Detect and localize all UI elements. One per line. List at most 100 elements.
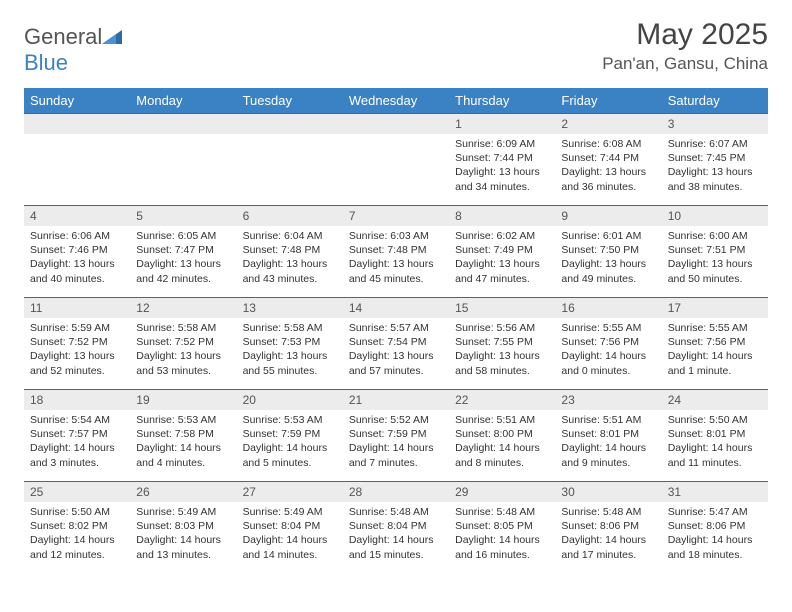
day-data-line: Sunrise: 6:08 AM [561,137,655,151]
day-data-line: Daylight: 14 hours [243,441,337,455]
day-data-line: Sunset: 7:47 PM [136,243,230,257]
day-number: 9 [555,206,661,226]
day-data-line: and 16 minutes. [455,548,549,562]
calendar-week-row: 11Sunrise: 5:59 AMSunset: 7:52 PMDayligh… [24,298,768,390]
day-data-line: Daylight: 13 hours [349,257,443,271]
day-data-line: Sunset: 8:00 PM [455,427,549,441]
day-data-line: Sunset: 7:56 PM [561,335,655,349]
day-number: 10 [662,206,768,226]
day-number: 4 [24,206,130,226]
day-data-line: Sunrise: 5:50 AM [30,505,124,519]
logo-word1: General [24,24,102,49]
day-data-line: Daylight: 14 hours [455,533,549,547]
calendar-day-cell: 2Sunrise: 6:08 AMSunset: 7:44 PMDaylight… [555,114,661,206]
weekday-header: Monday [130,88,236,114]
day-data: Sunrise: 5:58 AMSunset: 7:53 PMDaylight:… [237,318,343,380]
day-data-line: Daylight: 13 hours [561,165,655,179]
day-data-line: Daylight: 14 hours [561,441,655,455]
calendar-day-cell: 17Sunrise: 5:55 AMSunset: 7:56 PMDayligh… [662,298,768,390]
day-data-line: and 14 minutes. [243,548,337,562]
day-data-line: Sunset: 7:45 PM [668,151,762,165]
weekday-header: Wednesday [343,88,449,114]
day-data-line: Daylight: 13 hours [243,257,337,271]
logo-text: GeneralBlue [24,24,122,76]
calendar-day-cell [130,114,236,206]
calendar-table: SundayMondayTuesdayWednesdayThursdayFrid… [24,88,768,574]
day-data-line: and 3 minutes. [30,456,124,470]
day-data-line: Sunrise: 5:57 AM [349,321,443,335]
day-number: 21 [343,390,449,410]
day-data: Sunrise: 6:04 AMSunset: 7:48 PMDaylight:… [237,226,343,288]
day-data-line: Sunrise: 6:03 AM [349,229,443,243]
day-data-line: Sunrise: 5:50 AM [668,413,762,427]
day-data-line: Daylight: 14 hours [668,441,762,455]
day-data-line: and 52 minutes. [30,364,124,378]
day-data: Sunrise: 5:55 AMSunset: 7:56 PMDaylight:… [662,318,768,380]
calendar-day-cell: 25Sunrise: 5:50 AMSunset: 8:02 PMDayligh… [24,482,130,574]
day-data-line: Daylight: 14 hours [243,533,337,547]
day-data-line: Sunrise: 5:53 AM [243,413,337,427]
day-data-line: Sunrise: 6:01 AM [561,229,655,243]
calendar-week-row: 25Sunrise: 5:50 AMSunset: 8:02 PMDayligh… [24,482,768,574]
weekday-header: Sunday [24,88,130,114]
day-data-line: and 1 minute. [668,364,762,378]
day-data-line: Sunrise: 5:55 AM [561,321,655,335]
day-data-line: Daylight: 14 hours [30,533,124,547]
calendar-day-cell: 15Sunrise: 5:56 AMSunset: 7:55 PMDayligh… [449,298,555,390]
day-data-line: Sunset: 7:56 PM [668,335,762,349]
day-number: 3 [662,114,768,134]
day-data-line: and 7 minutes. [349,456,443,470]
day-data-line: Daylight: 14 hours [136,441,230,455]
day-data-line: Sunrise: 6:06 AM [30,229,124,243]
day-data-line: Daylight: 14 hours [349,533,443,547]
weekday-header: Tuesday [237,88,343,114]
day-data-line: Sunset: 8:01 PM [668,427,762,441]
day-data: Sunrise: 5:53 AMSunset: 7:58 PMDaylight:… [130,410,236,472]
calendar-day-cell: 18Sunrise: 5:54 AMSunset: 7:57 PMDayligh… [24,390,130,482]
day-data: Sunrise: 6:05 AMSunset: 7:47 PMDaylight:… [130,226,236,288]
day-data-line: Daylight: 14 hours [668,349,762,363]
calendar-day-cell: 8Sunrise: 6:02 AMSunset: 7:49 PMDaylight… [449,206,555,298]
day-number: 7 [343,206,449,226]
day-data-line: Sunrise: 5:49 AM [136,505,230,519]
day-data: Sunrise: 5:51 AMSunset: 8:00 PMDaylight:… [449,410,555,472]
day-number: 6 [237,206,343,226]
day-number [24,114,130,134]
day-data-line: and 13 minutes. [136,548,230,562]
day-data: Sunrise: 5:54 AMSunset: 7:57 PMDaylight:… [24,410,130,472]
day-data-line: Sunrise: 5:49 AM [243,505,337,519]
calendar-week-row: 1Sunrise: 6:09 AMSunset: 7:44 PMDaylight… [24,114,768,206]
day-data-line: Sunrise: 5:48 AM [349,505,443,519]
day-data-line: Daylight: 14 hours [561,349,655,363]
day-data-line: and 57 minutes. [349,364,443,378]
calendar-week-row: 18Sunrise: 5:54 AMSunset: 7:57 PMDayligh… [24,390,768,482]
calendar-day-cell: 11Sunrise: 5:59 AMSunset: 7:52 PMDayligh… [24,298,130,390]
day-number: 17 [662,298,768,318]
day-data: Sunrise: 5:58 AMSunset: 7:52 PMDaylight:… [130,318,236,380]
day-data-line: Daylight: 13 hours [561,257,655,271]
day-data: Sunrise: 5:48 AMSunset: 8:04 PMDaylight:… [343,502,449,564]
day-data-line: Sunrise: 5:51 AM [561,413,655,427]
day-data-line: Sunset: 7:51 PM [668,243,762,257]
day-data-line: Sunset: 7:59 PM [243,427,337,441]
day-data: Sunrise: 5:56 AMSunset: 7:55 PMDaylight:… [449,318,555,380]
day-data-line: Sunset: 8:04 PM [349,519,443,533]
day-data-line: Sunset: 8:05 PM [455,519,549,533]
calendar-day-cell: 9Sunrise: 6:01 AMSunset: 7:50 PMDaylight… [555,206,661,298]
day-data-line: Sunset: 7:44 PM [455,151,549,165]
calendar-day-cell: 3Sunrise: 6:07 AMSunset: 7:45 PMDaylight… [662,114,768,206]
day-number: 28 [343,482,449,502]
calendar-day-cell: 26Sunrise: 5:49 AMSunset: 8:03 PMDayligh… [130,482,236,574]
day-data: Sunrise: 5:50 AMSunset: 8:02 PMDaylight:… [24,502,130,564]
day-number: 16 [555,298,661,318]
month-title: May 2025 [602,18,768,52]
calendar-day-cell: 5Sunrise: 6:05 AMSunset: 7:47 PMDaylight… [130,206,236,298]
day-data-line: Sunrise: 6:09 AM [455,137,549,151]
day-data: Sunrise: 5:53 AMSunset: 7:59 PMDaylight:… [237,410,343,472]
day-data-line: Daylight: 13 hours [349,349,443,363]
day-number: 22 [449,390,555,410]
day-data-line: Sunrise: 6:00 AM [668,229,762,243]
day-data-line: and 11 minutes. [668,456,762,470]
calendar-day-cell: 24Sunrise: 5:50 AMSunset: 8:01 PMDayligh… [662,390,768,482]
day-data-line: and 42 minutes. [136,272,230,286]
